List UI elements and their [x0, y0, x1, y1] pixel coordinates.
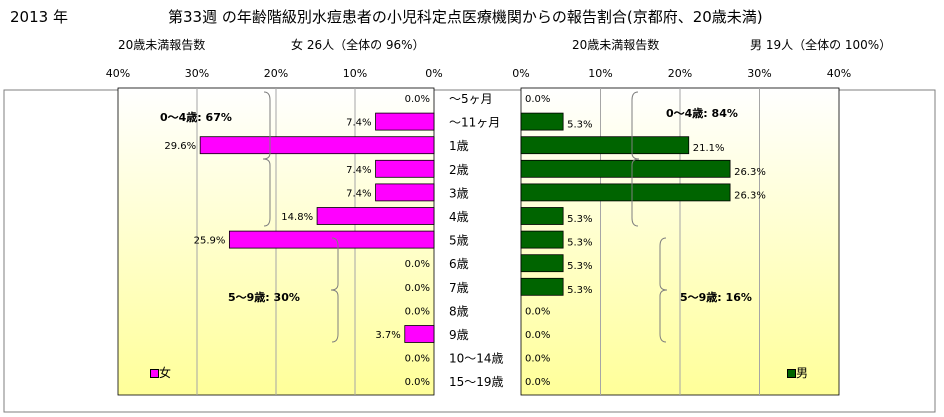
female-caption-total: 女 26人（全体の 96%） [291, 38, 425, 52]
male-bar [520, 159, 731, 178]
female-bar [228, 230, 435, 249]
age-category-labels: ～5ヶ月 ～11ヶ月 1歳 2歳 3歳 4歳 5歳 6歳 7歳 8歳 9歳 10～14歳 15～19歳 [449, 92, 504, 389]
female-bar [375, 183, 435, 202]
female-tick-label: 30% [185, 67, 209, 80]
male-value-label: 0.0% [525, 330, 550, 341]
female-group-0-4-label: 0～4歳: 67% [160, 111, 232, 124]
male-tick-label: 40% [827, 67, 851, 80]
male-value-label: 26.3% [734, 167, 766, 178]
age-category-label: ～5ヶ月 [449, 92, 493, 106]
male-value-label: 0.0% [525, 377, 550, 388]
female-group-5-9-label: 5～9歳: 30% [228, 291, 300, 304]
female-tick-label: 20% [264, 67, 288, 80]
male-legend-label: 男 [796, 366, 809, 380]
age-category-label: 7歳 [449, 281, 469, 295]
female-value-label: 0.0% [405, 94, 430, 105]
age-category-label: 3歳 [449, 186, 469, 200]
female-legend: 女 [150, 364, 171, 381]
female-tick-label: 10% [343, 67, 367, 80]
female-value-label: 7.4% [346, 188, 371, 199]
male-value-label: 21.1% [693, 143, 725, 154]
male-value-label: 26.3% [734, 190, 766, 201]
female-value-label: 0.0% [405, 306, 430, 317]
male-bar [520, 207, 564, 225]
male-value-label: 0.0% [525, 354, 550, 365]
age-category-label: 2歳 [449, 163, 469, 177]
female-value-label: 29.6% [164, 141, 196, 152]
female-tick-label: 0% [425, 67, 442, 80]
age-category-label: 9歳 [449, 328, 469, 342]
age-category-label: 15～19歳 [449, 375, 504, 389]
male-tick-label: 10% [588, 67, 612, 80]
age-category-label: 6歳 [449, 257, 469, 271]
female-bar [375, 112, 435, 131]
male-caption-total: 男 19人（全体の 100%） [750, 38, 892, 52]
female-bar [199, 136, 435, 155]
male-bar [520, 254, 564, 273]
male-caption-count: 20歳未満報告数 [572, 38, 660, 52]
male-group-0-4-label: 0～4歳: 84% [666, 107, 738, 120]
female-legend-label: 女 [159, 366, 172, 380]
female-value-label: 0.0% [405, 283, 430, 294]
male-tick-label: 20% [668, 67, 692, 80]
male-group-5-9-label: 5～9歳: 16% [680, 291, 752, 304]
female-panel: 40% 30% 20% 10% 0% 0.0% 7.4% 29.6% 7.4% 7.4% 14.8%… [106, 67, 443, 396]
female-legend-swatch [150, 369, 159, 378]
male-tick-label: 30% [747, 67, 771, 80]
male-value-label: 5.3% [567, 238, 592, 249]
male-tick-label: 0% [512, 67, 529, 80]
female-brace-5-9 [330, 237, 339, 343]
male-value-label: 5.3% [567, 120, 592, 131]
male-bar [520, 230, 564, 249]
year-label: 2013 年 [10, 8, 68, 26]
age-category-label: 4歳 [449, 210, 469, 224]
male-brace-0-4 [631, 91, 640, 227]
male-value-label: 5.3% [567, 285, 592, 296]
female-value-label: 14.8% [281, 212, 313, 223]
male-bar [520, 136, 690, 155]
female-bar [404, 325, 435, 343]
female-value-label: 0.0% [405, 259, 430, 270]
male-value-label: 0.0% [525, 306, 550, 317]
female-value-label: 0.0% [405, 377, 430, 388]
male-value-label: 0.0% [525, 94, 550, 105]
female-value-label: 7.4% [346, 118, 371, 129]
male-value-label: 5.3% [567, 261, 592, 272]
male-legend-swatch [787, 369, 796, 378]
female-brace-0-4 [262, 91, 271, 227]
female-value-label: 7.4% [346, 165, 371, 176]
age-category-label: ～11ヶ月 [449, 116, 500, 130]
female-value-label: 25.9% [194, 236, 226, 247]
age-category-label: 10～14歳 [449, 352, 504, 366]
male-bar [520, 112, 564, 131]
female-tick-label: 40% [106, 67, 130, 80]
female-value-label: 0.0% [405, 354, 430, 365]
male-bar [520, 277, 564, 296]
female-value-label: 3.7% [375, 330, 400, 341]
female-bar [375, 159, 435, 178]
page-title: 第33週 の年齢階級別水痘患者の小児科定点医療機関からの報告割合(京都府、20歳… [168, 8, 763, 26]
age-category-label: 5歳 [449, 234, 469, 248]
male-value-label: 5.3% [567, 214, 592, 225]
male-bar [520, 183, 731, 202]
male-panel: 0% 10% 20% 30% 40% 0.0% 5.3% 21.1% 26.3% 26.3% 5.3… [512, 67, 851, 396]
female-caption-count: 20歳未満報告数 [118, 38, 206, 52]
age-category-label: 8歳 [449, 304, 469, 318]
male-brace-5-9 [659, 237, 668, 343]
male-legend: 男 [787, 364, 808, 381]
age-category-label: 1歳 [449, 139, 469, 153]
female-bar [316, 207, 435, 225]
